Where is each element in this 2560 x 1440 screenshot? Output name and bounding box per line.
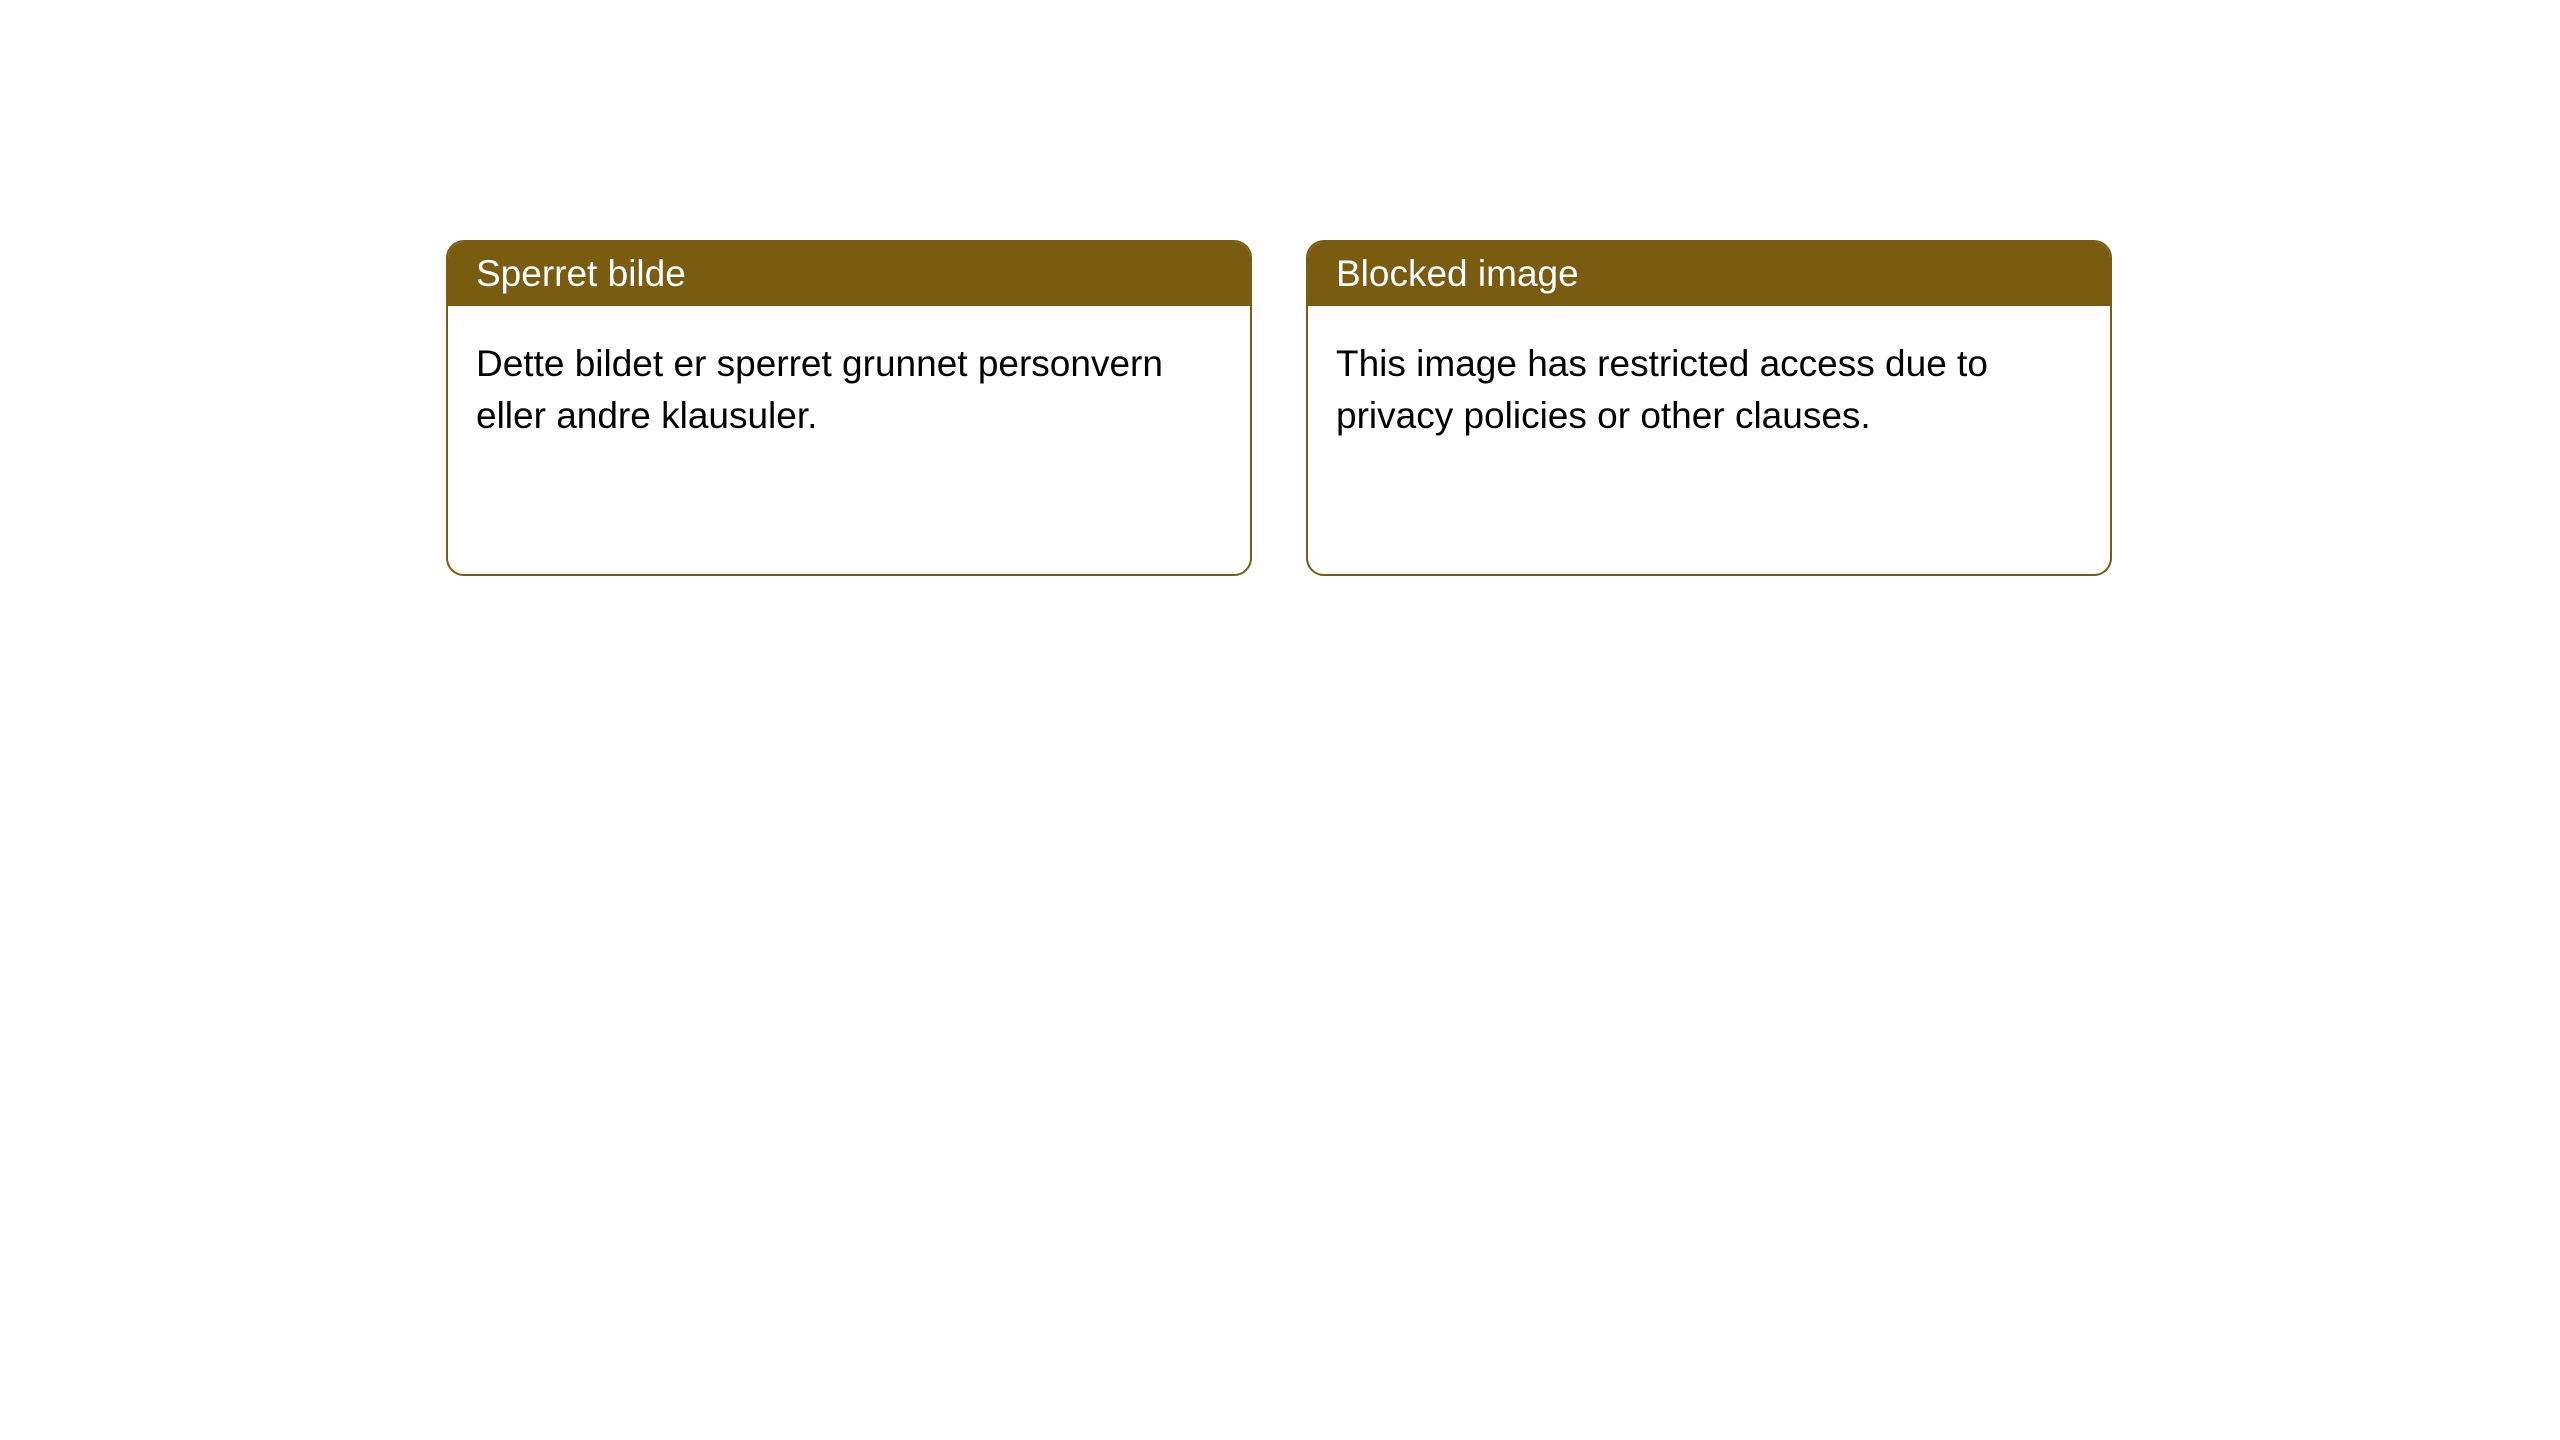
notice-body: This image has restricted access due to … — [1308, 306, 2110, 474]
notice-header: Sperret bilde — [448, 242, 1250, 306]
notice-header: Blocked image — [1308, 242, 2110, 306]
notice-container: Sperret bilde Dette bildet er sperret gr… — [0, 0, 2560, 576]
notice-body: Dette bildet er sperret grunnet personve… — [448, 306, 1250, 474]
notice-card-english: Blocked image This image has restricted … — [1306, 240, 2112, 576]
notice-card-norwegian: Sperret bilde Dette bildet er sperret gr… — [446, 240, 1252, 576]
